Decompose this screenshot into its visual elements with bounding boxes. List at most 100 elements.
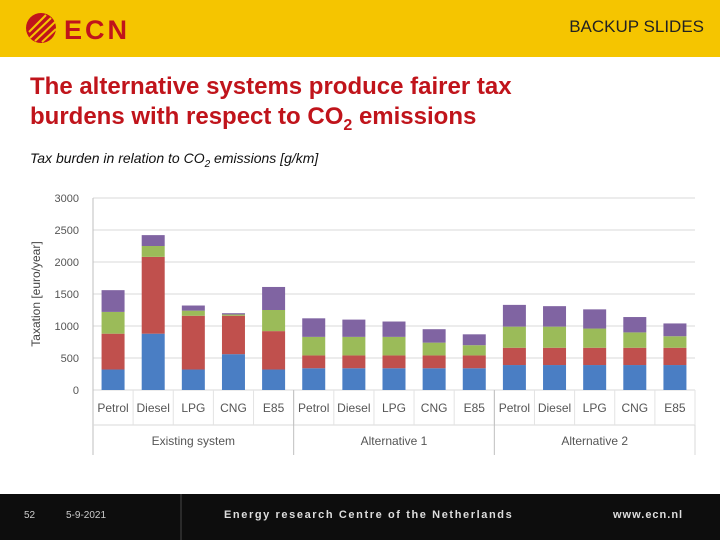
footer-divider <box>180 494 182 540</box>
header-bar: ECN BACKUP SLIDES <box>0 0 720 57</box>
ecn-logo: ECN <box>26 13 130 45</box>
bar-segment-red <box>141 256 165 334</box>
bar-segment-purple <box>623 317 647 333</box>
bar-segment-green <box>221 314 245 316</box>
bar-segment-red <box>462 355 486 369</box>
bar-segment-red <box>583 347 607 366</box>
bar-segment-red <box>262 331 286 370</box>
bar-segment-purple <box>422 329 446 343</box>
bar-segment-green <box>141 246 165 257</box>
bar-segment-blue <box>422 368 446 390</box>
bar-segment-red <box>101 333 125 370</box>
bar-segment-purple <box>502 304 526 327</box>
bar-segment-purple <box>663 323 687 337</box>
bar-segment-red <box>502 347 526 366</box>
subtitle-post: emissions [g/km] <box>210 150 319 166</box>
bar-segment-red <box>663 347 687 366</box>
x-group-label: Alternative 1 <box>361 434 428 448</box>
bar-segment-blue <box>262 369 286 390</box>
x-category-label: LPG <box>583 401 607 415</box>
bar-segment-green <box>101 311 125 334</box>
footer-date: 5-9-2021 <box>66 510 107 521</box>
bar-segment-red <box>623 347 647 366</box>
title-line-2-post: emissions <box>352 103 477 130</box>
x-category-label: E85 <box>664 401 686 415</box>
footer-bar: 52 5-9-2021 Energy research Centre of th… <box>0 494 720 540</box>
bar-segment-green <box>262 310 286 332</box>
x-category-label: CNG <box>220 401 247 415</box>
y-tick-label: 500 <box>61 353 79 365</box>
bar-segment-purple <box>583 309 607 329</box>
x-category-label: LPG <box>382 401 406 415</box>
x-group-label: Alternative 2 <box>561 434 628 448</box>
x-category-label: CNG <box>421 401 448 415</box>
backup-slides-label: BACKUP SLIDES <box>569 17 704 36</box>
y-tick-label: 1500 <box>55 289 79 301</box>
chart-subtitle: Tax burden in relation to CO2 emissions … <box>30 150 318 170</box>
bar-segment-blue <box>623 365 647 390</box>
x-category-label: CNG <box>621 401 648 415</box>
bar-segment-green <box>623 332 647 348</box>
stacked-bar-chart: 0 500 1000 1500 2000 2500 3000 Taxation [euro/y… <box>29 193 696 455</box>
x-category-label: Diesel <box>337 401 370 415</box>
bar-segment-blue <box>502 365 526 390</box>
bar-segment-green <box>342 336 366 356</box>
title-line-1: The alternative systems produce fairer t… <box>30 73 512 100</box>
bar-segment-green <box>663 336 687 348</box>
ecn-logo-mark-icon <box>26 13 57 43</box>
y-axis-label: Taxation [euro/year] <box>29 241 43 346</box>
bar-segment-green <box>583 328 607 348</box>
bar-segment-red <box>382 355 406 369</box>
bar-segment-red <box>181 315 205 370</box>
bar-segment-blue <box>382 368 406 390</box>
y-tick-label: 3000 <box>55 193 79 205</box>
bar-segment-blue <box>221 354 245 390</box>
bar-segment-purple <box>302 318 326 337</box>
subtitle-pre: Tax burden in relation to CO <box>30 150 205 166</box>
slide-title: The alternative systems produce fairer t… <box>30 72 710 141</box>
x-category-label: Petrol <box>499 401 530 415</box>
footer-organization: Energy research Centre of the Netherland… <box>224 509 514 521</box>
y-tick-label: 1000 <box>55 321 79 333</box>
bar-segment-green <box>302 336 326 356</box>
bar-segment-purple <box>382 321 406 337</box>
bar-segment-blue <box>543 365 567 390</box>
bar-segment-blue <box>141 333 165 390</box>
x-category-label: E85 <box>263 401 285 415</box>
slide-number: 52 <box>24 510 36 521</box>
bar-segment-purple <box>181 305 205 311</box>
y-tick-label: 2500 <box>55 225 79 237</box>
bar-segment-purple <box>221 313 245 315</box>
bar-segment-blue <box>462 368 486 390</box>
bar-segment-green <box>382 336 406 356</box>
bar-segment-blue <box>663 365 687 390</box>
bar-segment-green <box>502 326 526 348</box>
x-category-label: LPG <box>181 401 205 415</box>
x-category-label: E85 <box>464 401 486 415</box>
bar-segment-purple <box>101 290 125 312</box>
bar-segment-blue <box>583 365 607 390</box>
bar-segment-green <box>462 345 486 356</box>
bar-segment-green <box>543 326 567 348</box>
footer-website: www.ecn.nl <box>613 509 684 521</box>
title-co2-subscript: 2 <box>343 116 353 134</box>
bar-segment-purple <box>342 319 366 337</box>
x-category-label: Petrol <box>298 401 329 415</box>
bar-segment-red <box>221 315 245 355</box>
bar-segment-red <box>422 355 446 369</box>
x-category-label: Diesel <box>538 401 571 415</box>
bar-segment-green <box>422 342 446 356</box>
bar-segment-purple <box>462 334 486 346</box>
x-category-label: Diesel <box>137 401 170 415</box>
bar-segment-blue <box>101 369 125 390</box>
bar-segment-purple <box>141 235 165 246</box>
bar-segment-blue <box>181 369 205 390</box>
title-line-2-pre: burdens with respect to CO <box>30 103 344 130</box>
ecn-logo-text: ECN <box>64 15 130 45</box>
bar-segment-purple <box>543 306 567 327</box>
x-category-label: Petrol <box>97 401 128 415</box>
bar-segment-blue <box>302 368 326 390</box>
bar-segment-blue <box>342 368 366 390</box>
bar-segment-red <box>543 347 567 366</box>
bar-segment-red <box>302 355 326 369</box>
